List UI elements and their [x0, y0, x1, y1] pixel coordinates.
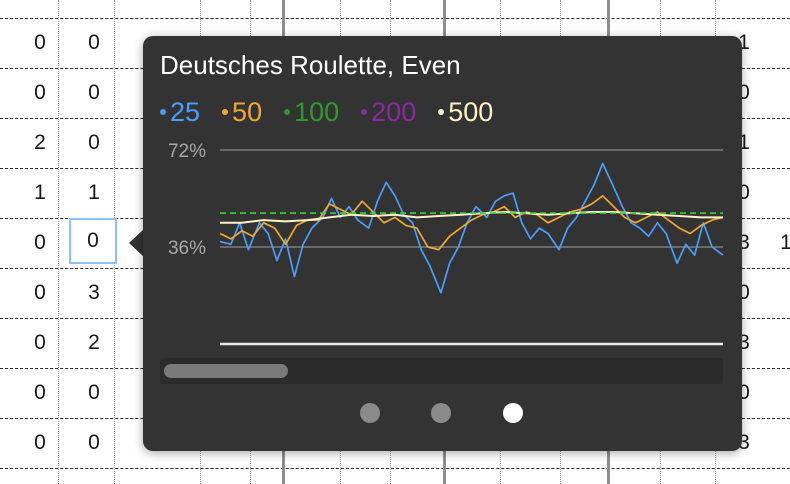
legend-item-25[interactable]: 25	[160, 97, 200, 128]
legend-label: 200	[371, 96, 417, 127]
grid-cell[interactable]: 2	[88, 331, 100, 354]
grid-cell[interactable]: 3	[88, 281, 100, 304]
legend-label: 100	[294, 96, 340, 127]
grid-cell[interactable]: 0	[88, 381, 100, 404]
popover-arrow	[129, 229, 144, 257]
legend-item-500[interactable]: 500	[438, 97, 493, 128]
grid-cell[interactable]: 0	[34, 331, 46, 354]
selected-cell-value[interactable]: 0	[87, 229, 99, 252]
grid-column-divider	[58, 0, 59, 484]
grid-cell[interactable]: 0	[34, 31, 46, 54]
legend-dot-icon	[222, 109, 229, 115]
legend-dot-icon	[284, 109, 291, 115]
grid-cell[interactable]: 0	[34, 431, 46, 454]
popover-title: Deutsches Roulette, Even	[160, 50, 461, 80]
legend-dot-icon	[438, 109, 445, 115]
grid-cell[interactable]: 3	[738, 331, 750, 354]
grid-cell[interactable]: 0	[738, 181, 750, 204]
selected-cell[interactable]	[69, 218, 117, 264]
legend-dot-icon	[361, 109, 368, 115]
grid-cell[interactable]: 0	[88, 131, 100, 154]
grid-cell[interactable]: 0	[738, 381, 750, 404]
page-dot-1[interactable]	[360, 403, 380, 423]
grid-cell[interactable]: 2	[34, 131, 46, 154]
grid-row-divider	[0, 18, 790, 19]
y-tick-label: 36%	[168, 238, 206, 259]
stats-popover: Deutsches Roulette, Even 25 50 100 200 500 7…	[143, 36, 742, 451]
grid-cell[interactable]: 1	[88, 181, 100, 204]
page-dot-3[interactable]	[503, 403, 523, 423]
legend-label: 25	[170, 96, 201, 127]
grid-cell[interactable]: 0	[88, 431, 100, 454]
legend-dot-icon	[160, 109, 166, 115]
scrollbar-thumb[interactable]	[164, 364, 288, 378]
legend-label: 50	[232, 96, 263, 127]
grid-cell[interactable]: 0	[34, 281, 46, 304]
grid-row-divider	[0, 468, 790, 469]
grid-cell[interactable]: 0	[88, 31, 100, 54]
page-dot-2[interactable]	[431, 403, 451, 423]
chart-legend: 25 50 100 200 500	[160, 94, 515, 130]
grid-cell[interactable]: 0	[34, 81, 46, 104]
horizontal-scrollbar[interactable]	[160, 358, 723, 384]
legend-item-200[interactable]: 200	[361, 97, 416, 128]
grid-cell[interactable]: 0	[738, 281, 750, 304]
line-chart: 72% 36%	[168, 141, 724, 346]
grid-cell[interactable]: 3	[738, 431, 750, 454]
grid-cell[interactable]: 0	[738, 81, 750, 104]
grid-cell[interactable]: 1	[34, 181, 46, 204]
grid-cell[interactable]: 1	[738, 31, 750, 54]
grid-cell[interactable]: 1	[738, 131, 750, 154]
y-tick-label: 72%	[168, 141, 206, 162]
grid-cell[interactable]: 1	[780, 231, 790, 254]
grid-cell[interactable]: 0	[88, 81, 100, 104]
legend-label: 500	[448, 96, 494, 127]
series-line-500	[220, 211, 723, 224]
grid-cell[interactable]: 0	[34, 381, 46, 404]
legend-item-50[interactable]: 50	[222, 97, 262, 128]
series-line-50	[219, 194, 724, 251]
grid-cell[interactable]: 3	[738, 231, 750, 254]
grid-cell[interactable]: 0	[34, 231, 46, 254]
legend-item-100[interactable]: 100	[284, 97, 339, 128]
